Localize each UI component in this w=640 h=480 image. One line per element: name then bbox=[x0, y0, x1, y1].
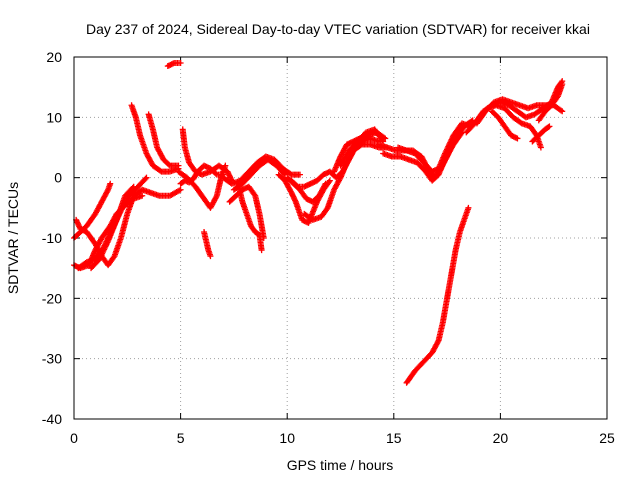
y-tick-label: 0 bbox=[54, 170, 62, 186]
data-series bbox=[145, 111, 182, 169]
data-point-marker bbox=[537, 144, 544, 151]
data-point-marker bbox=[321, 182, 328, 189]
data-point-marker bbox=[130, 183, 137, 190]
data-point-marker bbox=[139, 192, 146, 199]
data-point-marker bbox=[326, 177, 333, 184]
data-point-marker bbox=[545, 124, 552, 131]
data-point-marker bbox=[175, 162, 182, 169]
x-tick-label: 15 bbox=[386, 430, 402, 446]
data-points bbox=[71, 60, 566, 386]
data-series bbox=[488, 108, 521, 142]
data-series bbox=[535, 81, 566, 124]
data-point-marker bbox=[559, 108, 566, 115]
data-point-marker bbox=[546, 123, 553, 130]
data-point-marker bbox=[465, 204, 472, 211]
data-point-marker bbox=[434, 338, 441, 345]
data-series bbox=[201, 228, 214, 260]
data-series bbox=[177, 162, 227, 187]
data-series bbox=[164, 60, 184, 70]
data-point-marker bbox=[514, 135, 521, 142]
x-tick-label: 0 bbox=[70, 430, 78, 446]
data-series bbox=[403, 204, 472, 386]
data-point-marker bbox=[143, 174, 150, 181]
data-series bbox=[128, 102, 182, 175]
data-point-marker bbox=[379, 137, 386, 144]
y-tick-label: 10 bbox=[46, 109, 62, 125]
data-point-marker bbox=[129, 184, 136, 191]
data-point-marker bbox=[558, 107, 565, 114]
data-point-marker bbox=[468, 118, 475, 125]
data-series bbox=[529, 123, 553, 145]
x-tick-label: 5 bbox=[177, 430, 185, 446]
data-point-marker bbox=[222, 162, 229, 169]
data-point-marker bbox=[282, 171, 289, 178]
data-series bbox=[88, 183, 137, 272]
data-point-marker bbox=[458, 130, 465, 137]
grid-lines bbox=[74, 57, 607, 419]
data-point-marker bbox=[177, 186, 184, 193]
data-point-marker bbox=[281, 170, 288, 177]
data-point-marker bbox=[325, 178, 332, 185]
data-point-marker bbox=[176, 187, 183, 194]
data-point-marker bbox=[251, 191, 258, 198]
data-point-marker bbox=[322, 180, 329, 187]
y-tick-label: -10 bbox=[42, 230, 62, 246]
data-point-marker bbox=[142, 175, 149, 182]
y-tick-label: -40 bbox=[42, 411, 62, 427]
data-point-marker bbox=[559, 81, 566, 88]
x-tick-label: 10 bbox=[279, 430, 295, 446]
data-point-marker bbox=[104, 188, 111, 195]
y-axis-label: SDTVAR / TECUs bbox=[5, 182, 21, 294]
data-point-marker bbox=[207, 253, 214, 260]
chart-title: Day 237 of 2024, Sidereal Day-to-day VTE… bbox=[86, 21, 590, 37]
data-point-marker bbox=[293, 182, 300, 189]
data-point-marker bbox=[177, 60, 184, 67]
data-point-marker bbox=[258, 247, 265, 254]
data-point-marker bbox=[212, 170, 219, 177]
data-series bbox=[71, 180, 114, 241]
data-series bbox=[230, 156, 289, 193]
data-series bbox=[337, 126, 387, 169]
plot-border bbox=[73, 56, 608, 420]
data-series bbox=[179, 126, 235, 184]
y-tick-label: -20 bbox=[42, 290, 62, 306]
data-series bbox=[473, 96, 566, 127]
data-point-marker bbox=[213, 194, 220, 201]
y-tick-label: 20 bbox=[46, 49, 62, 65]
x-tick-label: 20 bbox=[493, 430, 509, 446]
data-point-marker bbox=[336, 176, 343, 183]
data-point-marker bbox=[296, 171, 303, 178]
x-tick-label: 25 bbox=[599, 430, 615, 446]
y-tick-label: -30 bbox=[42, 351, 62, 367]
x-axis-label: GPS time / hours bbox=[287, 457, 394, 473]
data-point-marker bbox=[107, 180, 114, 187]
